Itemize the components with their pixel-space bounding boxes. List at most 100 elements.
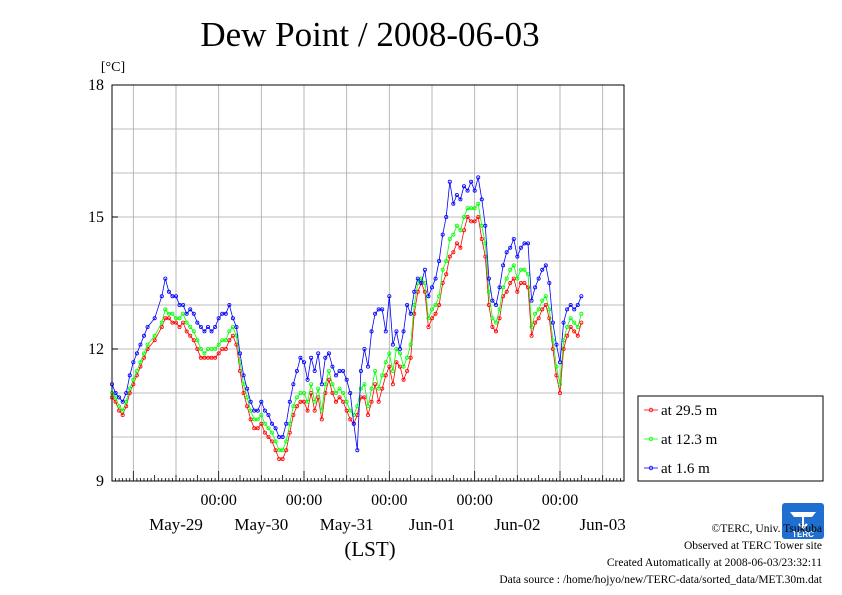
data-point [437, 258, 442, 263]
data-point [550, 320, 555, 325]
data-point [273, 439, 278, 444]
data-point [291, 382, 296, 387]
data-point [127, 373, 132, 378]
legend-label: at 12.3 m [661, 432, 718, 448]
data-point [301, 360, 306, 365]
data-point [291, 404, 296, 409]
data-point [458, 197, 463, 202]
data-point [213, 324, 218, 329]
data-point [255, 426, 260, 431]
data-point [337, 386, 342, 391]
legend-marker [648, 436, 654, 442]
data-point [301, 390, 306, 395]
data-point [365, 404, 370, 409]
data-point [213, 346, 218, 351]
data-point [405, 355, 410, 360]
data-point [223, 311, 228, 316]
data-point [369, 399, 374, 404]
series-at-1-6-m [110, 175, 584, 453]
x-date-label: May-31 [320, 515, 374, 534]
data-point [227, 329, 232, 334]
data-point [447, 254, 452, 259]
data-point [415, 276, 420, 281]
series-line [111, 202, 582, 451]
data-point [362, 395, 367, 400]
data-point [351, 421, 356, 426]
data-point [163, 276, 168, 281]
data-point [202, 351, 207, 356]
y-tick-label: 9 [96, 473, 104, 490]
data-point [486, 276, 491, 281]
data-point [216, 316, 221, 321]
data-point [572, 307, 577, 312]
data-point [365, 364, 370, 369]
data-point [177, 324, 182, 329]
data-point [550, 338, 555, 343]
data-point [287, 399, 292, 404]
x-time-label: 00:00 [542, 492, 578, 509]
data-point [152, 316, 157, 321]
data-point [134, 351, 139, 356]
axis-ticks: 9 12 15 18 00:00 00:00 00:00 00:00 00:00 May-29 Ma… [88, 77, 626, 534]
data-point [554, 364, 559, 369]
data-point [536, 307, 541, 312]
data-point [565, 333, 570, 338]
data-point [572, 329, 577, 334]
data-point [138, 360, 143, 365]
plot-frame [111, 84, 625, 482]
data-point [117, 404, 122, 409]
data-point [120, 399, 125, 404]
data-point [543, 302, 548, 307]
data-point [518, 245, 523, 250]
x-time-label: 00:00 [456, 492, 492, 509]
legend-marker [648, 407, 654, 413]
data-point [163, 307, 168, 312]
data-point [451, 232, 456, 237]
data-point [504, 250, 509, 255]
data-point [483, 223, 488, 228]
data-point [131, 360, 136, 365]
data-point [458, 245, 463, 250]
grid-lines [112, 85, 624, 481]
data-point [365, 412, 370, 417]
data-point [205, 324, 210, 329]
data-point [216, 351, 221, 356]
data-point [440, 267, 445, 272]
data-point [575, 302, 580, 307]
legend-label: at 29.5 m [661, 403, 718, 419]
data-point [259, 412, 264, 417]
data-point [358, 368, 363, 373]
data-point [230, 316, 235, 321]
data-point [490, 298, 495, 303]
data-point [447, 236, 452, 241]
data-point [241, 373, 246, 378]
data-point [195, 338, 200, 343]
data-point [451, 250, 456, 255]
data-point [458, 228, 463, 233]
data-point [305, 399, 310, 404]
data-point [558, 360, 563, 365]
data-point [522, 280, 527, 285]
x-date-label: May-30 [234, 515, 288, 534]
data-point [131, 377, 136, 382]
data-point [476, 214, 481, 219]
data-point [330, 364, 335, 369]
data-point [369, 329, 374, 334]
data-point [408, 311, 413, 316]
y-tick-label: 18 [88, 77, 104, 94]
data-point [152, 338, 157, 343]
data-point [262, 421, 267, 426]
data-point [540, 267, 545, 272]
data-point [412, 289, 417, 294]
data-point [550, 346, 555, 351]
data-point [117, 395, 122, 400]
data-point [454, 192, 459, 197]
data-point [348, 417, 353, 422]
data-point [501, 263, 506, 268]
data-point [341, 390, 346, 395]
data-point [181, 302, 186, 307]
data-point [568, 302, 573, 307]
data-point [461, 184, 466, 189]
data-point [227, 302, 232, 307]
data-point [483, 254, 488, 259]
